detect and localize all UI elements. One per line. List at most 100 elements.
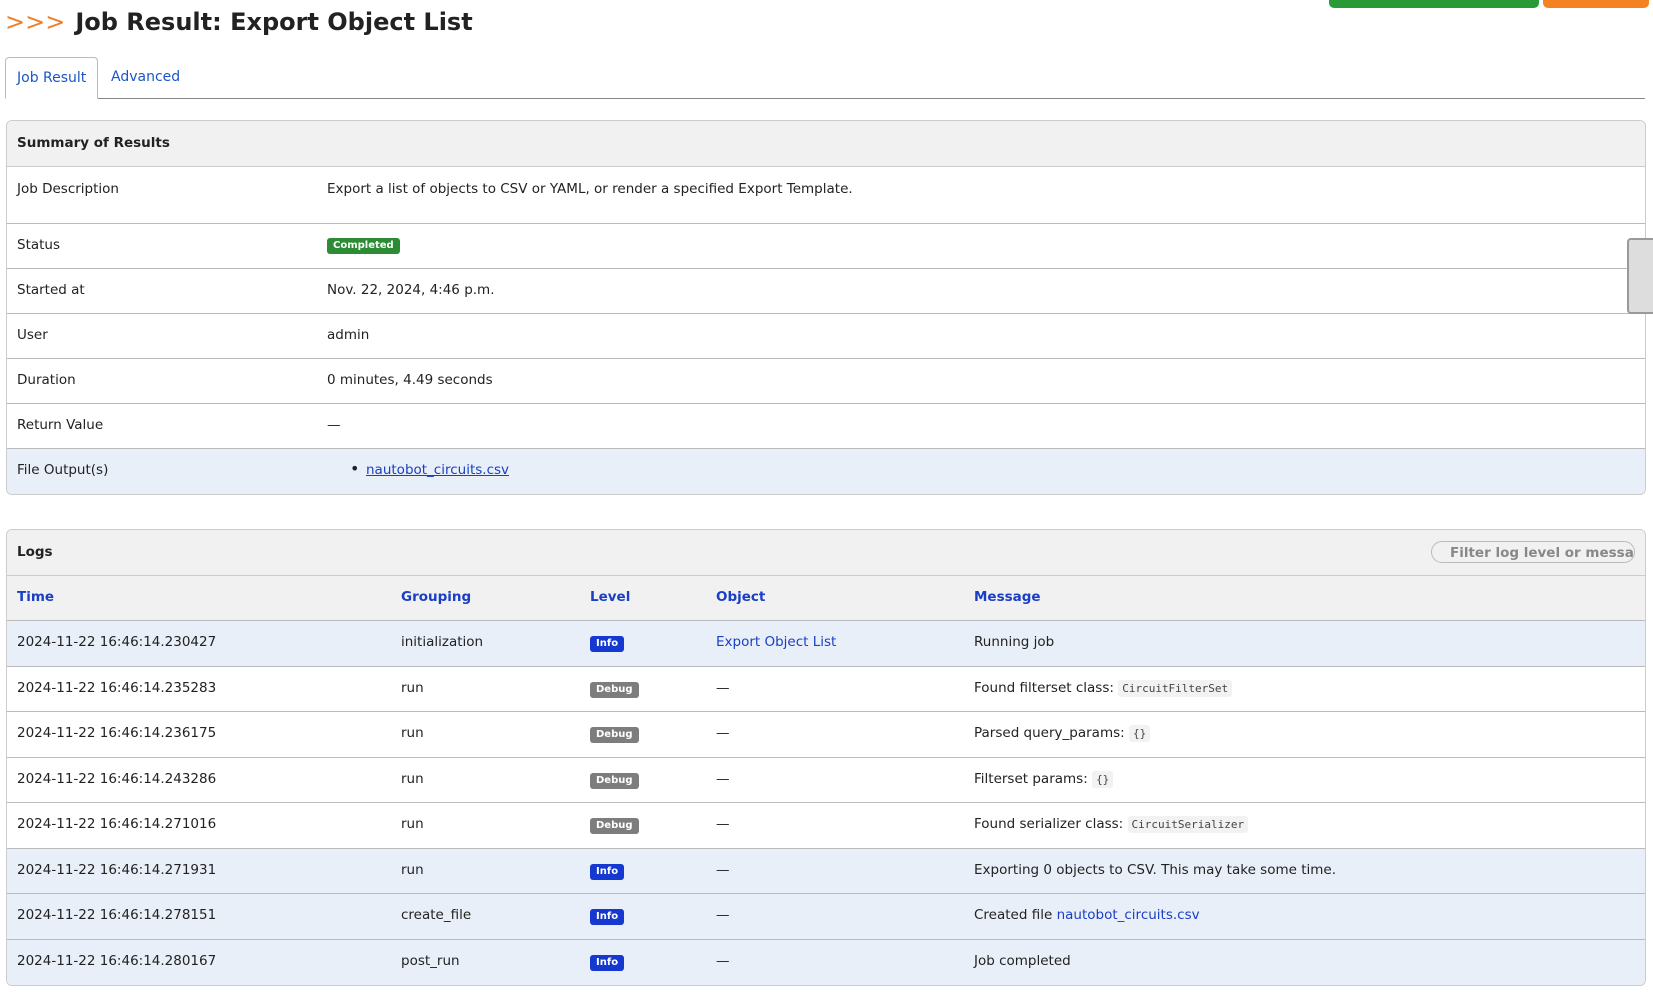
log-grouping: run [401, 816, 424, 832]
panel-title: Summary of Results [7, 121, 1645, 167]
column-header[interactable]: Object [716, 589, 766, 605]
log-object: — [716, 770, 730, 787]
row-value: 0 minutes, 4.49 seconds [327, 372, 493, 388]
log-message: Created file nautobot_circuits.csv [974, 907, 1200, 923]
log-time: 2024-11-22 16:46:14.243286 [17, 770, 217, 787]
log-grouping: run [401, 770, 424, 787]
level-badge: Debug [590, 727, 639, 743]
log-message: Job completed [974, 953, 1071, 969]
column-header[interactable]: Grouping [401, 589, 472, 605]
log-object: — [716, 861, 730, 878]
file-link[interactable]: nautobot_circuits.csv [366, 462, 510, 478]
summary-row: Job Description Export a list of objects … [7, 167, 1645, 224]
row-label: Duration [17, 372, 76, 388]
column-header[interactable]: Level [590, 589, 631, 605]
tab[interactable]: Job Result [5, 57, 99, 99]
message-link[interactable]: nautobot_circuits.csv [1056, 907, 1200, 923]
row-value: — [327, 417, 341, 433]
panel-title: Logs Filter log level or message [7, 530, 1645, 576]
log-message: Exporting 0 objects to CSV. This may tak… [974, 862, 1336, 878]
log-message: Found serializer class: CircuitSerialize… [974, 816, 1249, 833]
level-badge: Debug [590, 818, 639, 834]
message-code: CircuitSerializer [1127, 816, 1249, 833]
level-badge: Info [590, 954, 625, 971]
log-time: 2024-11-22 16:46:14.230427 [17, 634, 217, 650]
panel-title-text: Logs [17, 544, 53, 560]
column-header[interactable]: Time [17, 589, 55, 605]
message-text: Found serializer class: [974, 816, 1124, 832]
level-badge: Info [590, 863, 625, 880]
log-grouping: initialization [401, 634, 484, 650]
tab-bar: Job Result Advanced [5, 57, 1645, 99]
log-message: Running job [974, 634, 1054, 650]
log-row: 2024-11-22 16:46:14.235283 run Debug — Found… [7, 667, 1645, 712]
row-label: Status [17, 237, 61, 253]
message-text: Created file [974, 907, 1053, 923]
log-row: 2024-11-22 16:46:14.271931 run Info — Export… [7, 848, 1645, 894]
level-badge: Debug [590, 772, 639, 789]
log-message: Filterset params: {} [974, 770, 1114, 788]
log-message: Found filterset class: CircuitFilterSet [974, 679, 1233, 697]
log-filter[interactable]: Filter log level or message [1431, 541, 1635, 563]
log-row: 2024-11-22 16:46:14.236175 run Debug — Parse… [7, 712, 1645, 758]
message-text: Found filterset class: [974, 679, 1114, 696]
log-message: Parsed query_params: {} [974, 725, 1151, 742]
message-code: CircuitFilterSet [1118, 679, 1233, 697]
title-prefix: >>> [5, 8, 66, 36]
log-row: 2024-11-22 16:46:14.243286 run Debug — Filte… [7, 758, 1645, 803]
page-header: >>> Job Result: Export Object List [5, 8, 473, 36]
row-label: Started at [17, 282, 85, 298]
status-badge: Completed [327, 238, 400, 254]
message-code: {} [1128, 725, 1151, 742]
action-button[interactable] [1437, 0, 1539, 8]
log-time: 2024-11-22 16:46:14.271016 [17, 816, 217, 832]
message-text: Job completed [974, 952, 1071, 969]
log-grouping: post_run [401, 952, 460, 969]
log-time: 2024-11-22 16:46:14.236175 [17, 725, 217, 741]
log-object: — [716, 952, 730, 969]
message-text: Parsed query_params: [974, 725, 1125, 741]
level-badge: Info [590, 636, 625, 652]
row-label: User [17, 327, 48, 343]
log-time: 2024-11-22 16:46:14.280167 [17, 952, 217, 969]
message-text: Filterset params: [974, 770, 1088, 787]
log-grouping: run [401, 679, 424, 696]
log-time: 2024-11-22 16:46:14.271931 [17, 861, 217, 878]
log-time: 2024-11-22 16:46:14.278151 [17, 907, 217, 923]
log-grouping: run [401, 861, 424, 878]
log-row: 2024-11-22 16:46:14.271016 run Debug — Found… [7, 803, 1645, 849]
debug-toolbar-handle[interactable] [1627, 238, 1653, 314]
action-button[interactable] [1543, 0, 1649, 8]
message-code: {} [1092, 770, 1114, 788]
log-object: — [716, 816, 730, 832]
row-value: admin [327, 327, 370, 343]
message-text: Exporting 0 objects to CSV. This may tak… [974, 861, 1336, 878]
log-object[interactable]: Export Object List [716, 634, 837, 650]
level-badge: Debug [590, 681, 639, 698]
action-button[interactable] [1329, 0, 1463, 8]
message-text: Running job [974, 634, 1055, 650]
summary-row: Duration 0 minutes, 4.49 seconds [7, 359, 1645, 404]
page-title: Job Result: Export Object List [75, 8, 473, 36]
summary-row: Status Completed [7, 224, 1645, 269]
level-badge: Info [590, 909, 625, 925]
summary-row: Started at Nov. 22, 2024, 4:46 p.m. [7, 269, 1645, 314]
tab[interactable]: Advanced [111, 69, 181, 85]
log-time: 2024-11-22 16:46:14.235283 [17, 679, 217, 696]
log-row: 2024-11-22 16:46:14.278151 create_file Inf… [7, 894, 1645, 940]
row-value: Export a list of objects to CSV or YAML,… [327, 181, 853, 197]
log-grouping: create_file [401, 907, 472, 923]
summary-row: File Output(s) • nautobot_circuits.csv [7, 449, 1645, 494]
log-object: — [716, 679, 730, 696]
row-label: Job Description [17, 181, 119, 197]
log-row: 2024-11-22 16:46:14.280167 post_run Info — J… [7, 939, 1645, 985]
summary-panel: Summary of Results Job Description Export … [6, 120, 1646, 495]
summary-row: User admin [7, 314, 1645, 359]
log-header-row: Time Grouping Level Object Message [7, 576, 1645, 621]
row-label: File Output(s) [17, 462, 109, 478]
log-row: 2024-11-22 16:46:14.230427 initialization… [7, 621, 1645, 667]
column-header[interactable]: Message [974, 589, 1041, 605]
log-object: — [716, 725, 730, 741]
summary-row: Return Value — [7, 404, 1645, 449]
